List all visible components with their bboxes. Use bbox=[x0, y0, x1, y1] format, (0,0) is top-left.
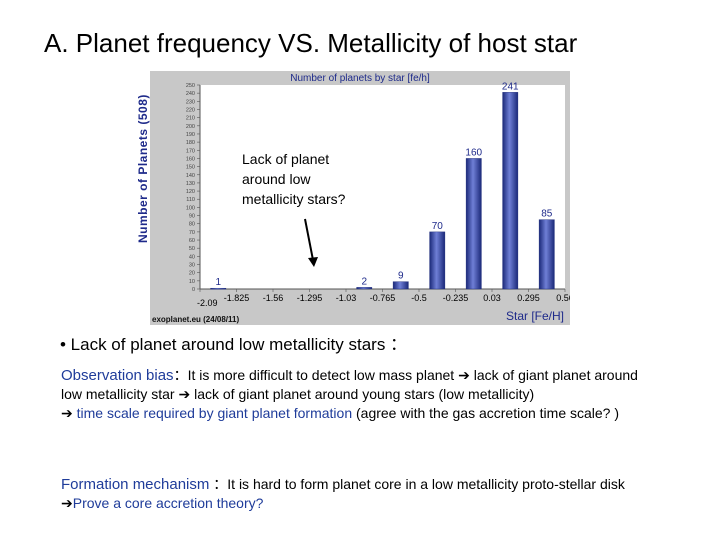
x-tick-label: -1.825 bbox=[224, 293, 250, 303]
time-scale-text: time scale required by giant planet form… bbox=[72, 405, 353, 421]
y-tick-label: 20 bbox=[189, 271, 195, 277]
x-tick-label: -1.56 bbox=[263, 293, 284, 303]
x-tick-label: -2.09 bbox=[197, 298, 218, 308]
y-tick-label: 160 bbox=[186, 156, 195, 162]
y-tick-label: 200 bbox=[186, 124, 195, 130]
y-tick-label: 90 bbox=[189, 214, 195, 220]
bar-value-label: 70 bbox=[432, 221, 444, 232]
text: (agree with the gas accretion time scale… bbox=[352, 405, 620, 421]
y-tick-label: 220 bbox=[186, 107, 195, 113]
y-tick-label: 170 bbox=[186, 148, 195, 154]
y-tick-label: 190 bbox=[186, 132, 195, 138]
formation-mechanism-label: Formation mechanism bbox=[61, 476, 210, 493]
chart-title: Number of planets by star [fe/h] bbox=[290, 73, 430, 84]
y-tick-label: 70 bbox=[189, 230, 195, 236]
bar bbox=[538, 219, 555, 290]
y-tick-label: 0 bbox=[192, 287, 195, 293]
text: lack of giant planet around low metallic… bbox=[61, 367, 638, 402]
x-tick-label: 0.295 bbox=[517, 293, 540, 303]
annotation-arrowhead-icon bbox=[308, 257, 318, 267]
x-tick-label: -1.03 bbox=[336, 293, 357, 303]
bar bbox=[356, 287, 373, 290]
bar bbox=[465, 158, 482, 290]
paragraph-formation-mechanism: Formation mechanism ：It is hard to form … bbox=[61, 475, 661, 513]
arrow-right-icon: ➔ bbox=[458, 367, 470, 383]
y-tick-label: 210 bbox=[186, 116, 195, 122]
bar bbox=[429, 231, 446, 290]
y-tick-label: 180 bbox=[186, 140, 195, 146]
plot-area: 0 10 20 30 40 50 60 70 80 90 100 110 120 130 140 150 160… bbox=[186, 81, 570, 308]
bar bbox=[502, 92, 519, 290]
x-axis-label: Star [Fe/H] bbox=[505, 309, 564, 323]
x-tick-label: 0.03 bbox=[483, 293, 501, 303]
y-tick-label: 230 bbox=[186, 99, 195, 105]
bar-value-label: 85 bbox=[541, 209, 553, 220]
x-tick-label: -0.765 bbox=[370, 293, 396, 303]
x-tick-label: -0.5 bbox=[411, 293, 427, 303]
slide-title: A. Planet frequency VS. Metallicity of h… bbox=[44, 28, 578, 58]
paragraph-observation-bias: Observation bias：It is more difficult to… bbox=[61, 366, 661, 423]
separator: ： bbox=[173, 367, 188, 383]
observation-bias-label: Observation bias bbox=[61, 367, 174, 384]
arrow-right-icon: ➔ bbox=[61, 495, 73, 511]
y-tick-label: 120 bbox=[186, 189, 195, 195]
bar bbox=[210, 287, 227, 290]
y-tick-label: 50 bbox=[189, 246, 195, 252]
arrow-right-icon: ➔ bbox=[61, 405, 73, 421]
y-tick-label: 100 bbox=[186, 205, 195, 211]
y-tick-label: 140 bbox=[186, 173, 195, 179]
text: lack of giant planet around young stars … bbox=[190, 386, 535, 402]
chart-source-watermark: exoplanet.eu (24/08/11) bbox=[152, 315, 240, 324]
bar-value-label: 241 bbox=[502, 81, 519, 92]
chart: Number of planets by star [fe/h] Number … bbox=[136, 71, 570, 325]
y-tick-label: 150 bbox=[186, 165, 195, 171]
x-tick-label: -0.235 bbox=[443, 293, 469, 303]
x-tick-label: 0.56 bbox=[556, 293, 570, 303]
y-tick-label: 80 bbox=[189, 222, 195, 228]
y-tick-label: 30 bbox=[189, 263, 195, 269]
text: It is hard to form planet core in a low … bbox=[227, 476, 625, 492]
y-tick-label: 10 bbox=[189, 279, 195, 285]
bar-value-label: 9 bbox=[398, 271, 404, 282]
bar-value-label: 160 bbox=[465, 147, 482, 158]
y-tick-label: 40 bbox=[189, 254, 195, 260]
core-accretion-text: Prove a core accretion theory? bbox=[72, 495, 264, 511]
y-tick-label: 240 bbox=[186, 91, 195, 97]
y-tick-label: 130 bbox=[186, 181, 195, 187]
bar-value-label: 1 bbox=[215, 277, 221, 288]
x-tick-label: -1.295 bbox=[297, 293, 323, 303]
arrow-right-icon: ➔ bbox=[178, 386, 191, 402]
bullet-point: • Lack of planet around low metallicity … bbox=[60, 335, 408, 354]
y-tick-label: 250 bbox=[186, 83, 195, 89]
y-tick-label: 110 bbox=[186, 197, 195, 203]
separator: ： bbox=[209, 476, 228, 492]
chart-annotation: Lack of planet around low metallicity st… bbox=[242, 151, 346, 207]
y-tick-label: 60 bbox=[189, 238, 195, 244]
annotation-arrow bbox=[304, 218, 314, 261]
bar-value-label: 2 bbox=[361, 276, 367, 287]
bar bbox=[392, 281, 409, 290]
text: It is more difficult to detect low mass … bbox=[187, 367, 459, 383]
